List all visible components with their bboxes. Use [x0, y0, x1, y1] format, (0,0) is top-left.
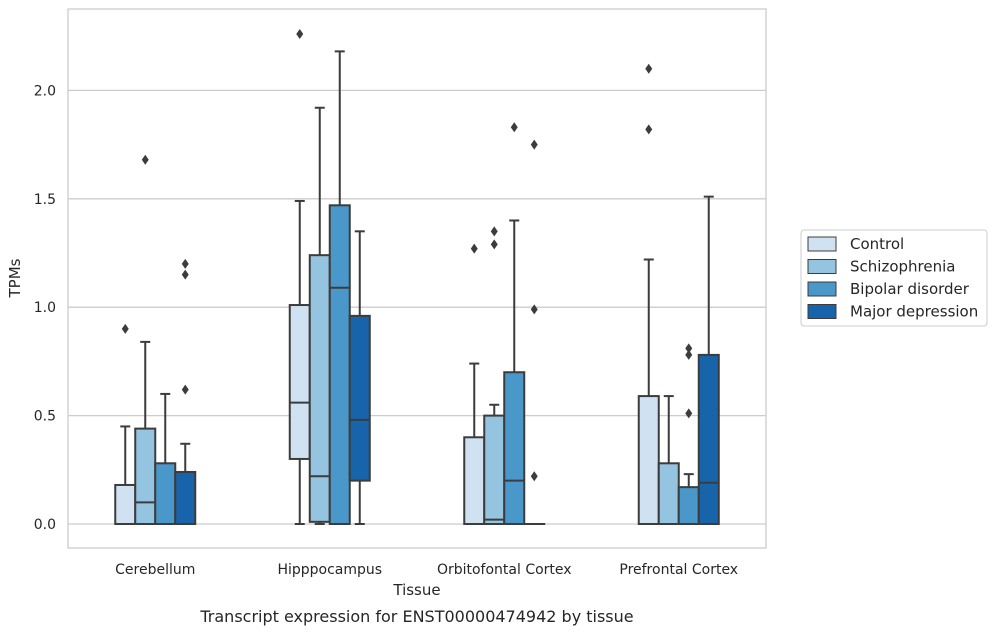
x-axis-label: Tissue — [392, 581, 440, 599]
legend-label: Schizophrenia — [850, 258, 955, 276]
legend-label: Control — [850, 235, 904, 253]
box — [154, 462, 177, 525]
box — [483, 414, 506, 526]
outlier-point — [296, 29, 304, 40]
box — [328, 204, 351, 526]
legend-items: Control Schizophrenia Bipolar disorder Majo… — [807, 235, 978, 321]
outlier-point — [530, 471, 538, 482]
outlier-point — [181, 258, 189, 269]
box-group — [114, 323, 137, 526]
y-tick-label: 0.0 — [34, 517, 56, 533]
outlier-point — [490, 239, 498, 250]
outlier-point — [645, 63, 653, 74]
legend-swatch — [807, 304, 837, 319]
box — [677, 486, 700, 526]
box-group — [463, 243, 486, 525]
box — [174, 470, 197, 525]
legend-frame — [800, 229, 988, 327]
box — [463, 436, 486, 525]
y-axis-label: TPMs — [6, 258, 24, 298]
chart-caption: Transcript expression for ENST0000047494… — [199, 607, 633, 626]
x-tick-label: Orbitofontal Cortex — [437, 562, 572, 578]
box — [288, 304, 311, 460]
outlier-point — [645, 124, 653, 135]
box — [114, 483, 137, 526]
y-tick-label: 1.0 — [34, 300, 56, 316]
y-tick-labels: 0.0 0.5 1.0 1.5 2.0 — [34, 83, 56, 533]
box-group — [697, 195, 720, 525]
box-group — [503, 122, 526, 525]
x-tick-labels: Cerebellum Hipppocampus Orbitofontal Corte… — [115, 562, 738, 578]
box — [134, 427, 157, 525]
box-group — [677, 343, 700, 526]
box-group — [174, 258, 197, 525]
outlier-point — [181, 384, 189, 395]
box — [657, 462, 680, 525]
legend: Control Schizophrenia Bipolar disorder Majo… — [800, 229, 988, 327]
y-tick-label: 0.5 — [34, 409, 56, 425]
legend-swatch — [807, 259, 837, 274]
legend-label: Bipolar disorder — [850, 280, 970, 298]
outlier-point — [470, 243, 478, 254]
legend-swatch — [807, 281, 837, 297]
outlier-point — [121, 323, 129, 334]
outlier-point — [685, 343, 693, 354]
box — [503, 371, 526, 525]
legend-label: Major depression — [850, 303, 978, 321]
box — [637, 395, 660, 526]
outlier-point — [510, 122, 518, 133]
box — [348, 314, 371, 482]
box-group — [637, 63, 660, 526]
box-group — [348, 230, 371, 525]
box — [308, 254, 331, 523]
outlier-point — [685, 408, 693, 419]
x-tick-label: Cerebellum — [115, 562, 195, 578]
outlier-point — [685, 349, 693, 360]
y-tick-label: 2.0 — [34, 83, 56, 99]
x-tick-label: Hipppocampus — [277, 562, 382, 578]
box-group — [483, 226, 506, 526]
plot-frame — [67, 8, 767, 549]
outlier-point — [141, 154, 149, 165]
box-series — [114, 29, 720, 526]
outlier-point — [490, 226, 498, 237]
y-tick-label: 1.5 — [34, 192, 56, 208]
outlier-point — [181, 269, 189, 280]
box — [697, 353, 720, 525]
x-tick-label: Prefrontal Cortex — [619, 562, 738, 578]
outlier-point — [530, 304, 538, 315]
outlier-point — [530, 139, 538, 150]
box-group — [523, 139, 546, 526]
legend-swatch — [807, 236, 837, 252]
